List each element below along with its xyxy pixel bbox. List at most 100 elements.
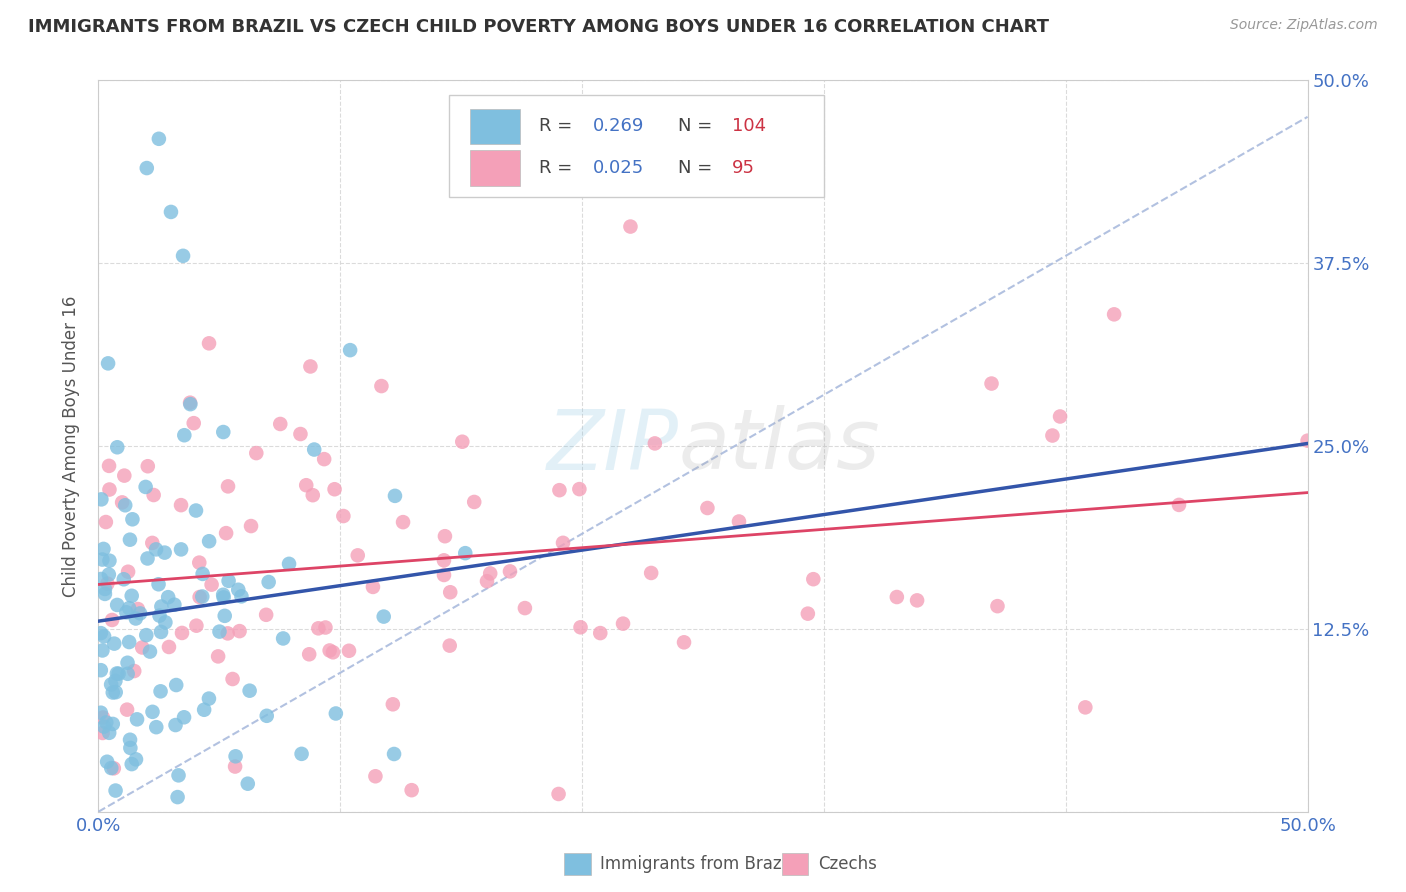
Point [117, 656, 139, 670]
Point [696, 501, 718, 516]
Text: Source: ZipAtlas.com: Source: ZipAtlas.com [1230, 18, 1378, 32]
Point [112, 468, 135, 483]
Point [986, 599, 1008, 614]
Point [619, 219, 641, 234]
Point [93, 629, 115, 643]
Point [1042, 428, 1064, 442]
Point [94, 582, 117, 596]
Point [183, 416, 205, 430]
Point [318, 643, 340, 657]
Point [179, 397, 201, 411]
Point [115, 605, 138, 619]
Point [548, 483, 571, 498]
Point [100, 761, 122, 775]
Point [115, 703, 138, 717]
Point [547, 787, 569, 801]
Point [93, 541, 115, 556]
Point [136, 551, 159, 566]
Text: 0.269: 0.269 [593, 118, 644, 136]
Point [163, 598, 186, 612]
Point [90, 626, 112, 640]
Point [589, 626, 612, 640]
Point [451, 434, 474, 449]
Point [135, 628, 157, 642]
Point [191, 590, 214, 604]
Y-axis label: Child Poverty Among Boys Under 16: Child Poverty Among Boys Under 16 [62, 295, 80, 597]
Point [322, 645, 344, 659]
Text: Czechs: Czechs [818, 855, 877, 873]
Point [97, 567, 120, 582]
Point [298, 647, 321, 661]
Point [221, 672, 243, 686]
Point [170, 626, 193, 640]
Point [148, 608, 170, 623]
Point [97, 356, 120, 370]
Point [370, 379, 392, 393]
Point [278, 557, 301, 571]
Point [100, 677, 122, 691]
Point [980, 376, 1002, 391]
Point [160, 205, 183, 219]
Point [439, 639, 461, 653]
Point [299, 359, 322, 374]
Point [290, 427, 312, 442]
FancyBboxPatch shape [449, 95, 824, 197]
Point [644, 436, 666, 450]
Point [90, 572, 112, 586]
Point [568, 482, 591, 496]
Point [120, 740, 142, 755]
Point [212, 588, 235, 602]
Point [208, 624, 231, 639]
FancyBboxPatch shape [564, 854, 591, 875]
Point [172, 249, 194, 263]
Point [173, 428, 195, 442]
Point [125, 611, 148, 625]
Point [165, 678, 187, 692]
Point [728, 515, 751, 529]
Point [1049, 409, 1071, 424]
Text: N =: N = [678, 118, 717, 136]
Point [118, 601, 141, 615]
Text: N =: N = [678, 159, 717, 177]
Text: atlas: atlas [679, 406, 880, 486]
Point [256, 708, 278, 723]
Point [173, 710, 195, 724]
Point [198, 534, 221, 549]
Point [117, 565, 139, 579]
Point [148, 577, 170, 591]
Point [90, 663, 112, 677]
Point [346, 549, 368, 563]
Point [150, 624, 173, 639]
Point [239, 683, 262, 698]
FancyBboxPatch shape [470, 151, 520, 186]
Point [392, 515, 415, 529]
Point [1168, 498, 1191, 512]
Point [271, 632, 294, 646]
Point [101, 685, 124, 699]
Point [188, 556, 211, 570]
Point [201, 577, 224, 591]
Text: 0.025: 0.025 [593, 159, 644, 177]
Point [361, 580, 384, 594]
Point [135, 480, 157, 494]
Point [148, 132, 170, 146]
Point [136, 459, 159, 474]
Point [105, 598, 128, 612]
Point [240, 519, 263, 533]
Point [157, 590, 180, 604]
Point [121, 757, 143, 772]
Text: R =: R = [538, 159, 578, 177]
Text: IMMIGRANTS FROM BRAZIL VS CZECH CHILD POVERTY AMONG BOYS UNDER 16 CORRELATION CH: IMMIGRANTS FROM BRAZIL VS CZECH CHILD PO… [28, 18, 1049, 36]
Point [125, 752, 148, 766]
Text: Immigrants from Brazil: Immigrants from Brazil [600, 855, 792, 873]
Point [131, 640, 153, 655]
Point [291, 747, 314, 761]
Point [149, 684, 172, 698]
Point [135, 161, 157, 175]
Point [269, 417, 291, 431]
Point [121, 589, 143, 603]
Point [98, 483, 121, 497]
Point [217, 626, 239, 640]
Point [569, 620, 592, 634]
Point [382, 747, 405, 761]
